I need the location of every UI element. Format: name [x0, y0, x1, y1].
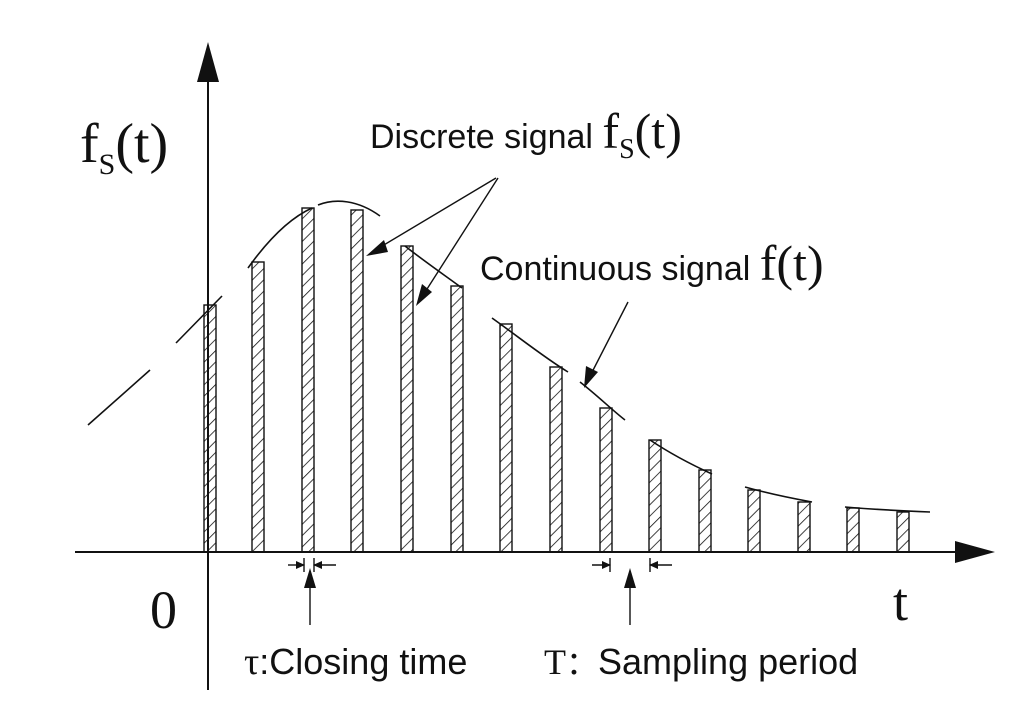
sample-pulse — [599, 407, 613, 553]
y-axis-label: fS(t) — [80, 113, 168, 181]
discrete-signal-annotation: Discrete signal fS(t) — [370, 103, 682, 165]
discrete-pulses — [203, 207, 910, 553]
y-axis-arrowhead — [197, 42, 219, 82]
sampling-period-label: T：Sampling period — [544, 641, 858, 682]
x-axis — [75, 541, 995, 563]
sample-pulse — [698, 469, 712, 553]
closing-time-label: τ:Closing time — [244, 641, 467, 683]
sample-pulse — [251, 261, 265, 553]
sample-pulse — [350, 209, 364, 553]
discrete-signal-leaders — [366, 177, 499, 306]
sample-pulse — [400, 245, 414, 553]
continuous-signal-annotation: Continuous signal f(t) — [480, 235, 824, 291]
sample-pulse — [648, 439, 662, 553]
sample-pulse — [549, 366, 563, 553]
x-axis-label: t — [893, 572, 908, 632]
sampling-period-dimension — [592, 558, 672, 625]
sample-pulse — [499, 323, 513, 553]
x-axis-arrowhead — [955, 541, 995, 563]
sample-pulse — [846, 507, 860, 553]
sample-pulse — [747, 489, 761, 553]
sample-pulse — [450, 285, 464, 553]
origin-label: 0 — [150, 580, 177, 640]
sample-pulse — [896, 511, 910, 553]
continuous-signal-leader — [584, 301, 629, 388]
sample-pulse — [797, 501, 811, 553]
sample-pulse — [301, 207, 315, 553]
sample-pulse — [203, 304, 217, 553]
closing-time-dimension — [288, 558, 336, 625]
